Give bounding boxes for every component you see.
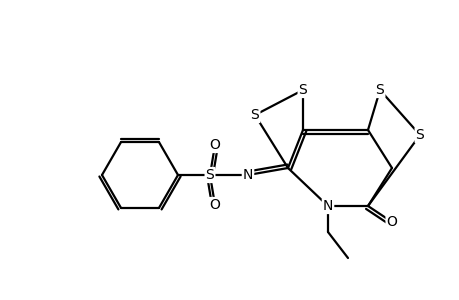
Text: O: O bbox=[209, 138, 220, 152]
Text: N: N bbox=[322, 199, 332, 213]
Text: S: S bbox=[250, 108, 259, 122]
Text: S: S bbox=[298, 83, 307, 97]
Text: S: S bbox=[375, 83, 384, 97]
Text: S: S bbox=[205, 168, 214, 182]
Text: N: N bbox=[242, 168, 252, 182]
Text: O: O bbox=[386, 215, 397, 229]
Text: S: S bbox=[415, 128, 424, 142]
Text: O: O bbox=[209, 198, 220, 212]
